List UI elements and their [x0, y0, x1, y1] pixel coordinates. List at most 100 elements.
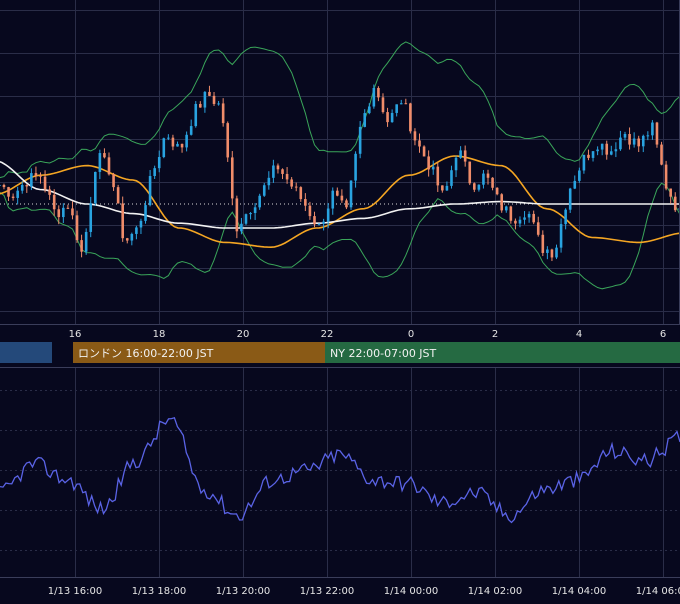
candle-body	[62, 208, 65, 217]
candle-body	[523, 217, 526, 219]
candle-body	[637, 139, 640, 147]
x-tick-label: 4	[576, 329, 582, 340]
candle-body	[583, 155, 586, 171]
candle-body	[299, 187, 302, 199]
candle-body	[167, 138, 170, 139]
candle-body	[542, 235, 545, 253]
x-tick-label: 0	[408, 329, 414, 340]
session-label-ny: NY 22:00-07:00 JST	[330, 347, 437, 360]
candle-body	[633, 139, 636, 145]
candle-body	[80, 240, 83, 252]
candle-body	[669, 189, 672, 197]
candle-body	[94, 172, 97, 203]
x-tick-label: 2	[492, 329, 498, 340]
candle-body	[514, 221, 517, 224]
candle-body	[468, 162, 471, 184]
candle-body	[57, 209, 60, 217]
candle-body	[153, 168, 156, 176]
time-axis-label: 1/14 06:00	[636, 586, 680, 597]
candle-body	[382, 97, 385, 112]
candle-body	[336, 191, 339, 196]
time-axis-label: 1/13 20:00	[216, 586, 270, 597]
candle-body	[194, 104, 197, 126]
candle-body	[350, 181, 353, 208]
candle-body	[436, 167, 439, 186]
candle-body	[674, 197, 677, 211]
candle-body	[423, 146, 426, 156]
candle-body	[651, 123, 654, 136]
candle-body	[642, 136, 645, 146]
candle-body	[573, 181, 576, 189]
candle-body	[217, 103, 220, 104]
candle-body	[99, 153, 102, 172]
candle-body	[30, 173, 33, 186]
candle-body	[272, 165, 275, 177]
candle-body	[7, 187, 10, 197]
candle-body	[286, 174, 289, 179]
candle-body	[464, 150, 467, 161]
candle-body	[67, 208, 70, 209]
candle-body	[277, 165, 280, 169]
candle-body	[500, 194, 503, 210]
candle-body	[204, 92, 207, 108]
candle-body	[71, 208, 74, 215]
candle-body	[345, 200, 348, 207]
candle-body	[569, 189, 572, 210]
candle-body	[112, 174, 115, 187]
candle-body	[0, 185, 1, 186]
time-axis-label: 1/13 18:00	[132, 586, 186, 597]
candle-body	[555, 248, 558, 258]
candle-body	[560, 224, 563, 248]
candle-body	[290, 179, 293, 186]
candle-body	[327, 209, 330, 222]
candle-body	[309, 206, 312, 216]
candle-body	[532, 214, 535, 222]
candle-body	[647, 135, 650, 136]
candle-body	[144, 205, 147, 221]
candle-body	[546, 250, 549, 253]
candle-body	[368, 107, 371, 114]
candle-body	[601, 144, 604, 150]
candle-body	[519, 220, 522, 224]
candle-body	[185, 135, 188, 148]
candle-body	[395, 104, 398, 113]
candle-body	[377, 88, 380, 97]
candle-body	[172, 138, 175, 147]
x-tick-label: 20	[237, 329, 250, 340]
candle-body	[140, 221, 143, 228]
candle-body	[354, 154, 357, 181]
candle-body	[158, 157, 161, 168]
candle-body	[665, 165, 668, 189]
candle-body	[76, 215, 79, 240]
candle-body	[245, 214, 248, 224]
candle-body	[624, 134, 627, 138]
candle-body	[441, 185, 444, 190]
time-axis-label: 1/13 22:00	[300, 586, 354, 597]
candle-body	[3, 185, 6, 187]
candle-body	[149, 176, 152, 205]
candle-body	[226, 123, 229, 157]
candle-body	[578, 171, 581, 181]
candle-body	[491, 178, 494, 188]
candle-body	[53, 195, 56, 209]
candle-body	[322, 222, 325, 224]
candle-body	[450, 170, 453, 186]
candle-body	[236, 198, 239, 231]
candle-body	[405, 103, 408, 104]
candle-body	[564, 210, 567, 224]
candle-body	[263, 185, 266, 196]
candle-body	[432, 167, 435, 170]
candle-body	[135, 227, 138, 233]
candle-body	[496, 188, 499, 194]
candle-body	[89, 203, 92, 232]
candle-body	[473, 183, 476, 189]
candle-body	[199, 104, 202, 108]
candle-body	[414, 131, 417, 140]
candle-body	[39, 176, 42, 177]
candle-body	[373, 88, 376, 107]
time-axis-label: 1/14 04:00	[552, 586, 606, 597]
candle-body	[304, 199, 307, 206]
candle-body	[121, 203, 124, 238]
